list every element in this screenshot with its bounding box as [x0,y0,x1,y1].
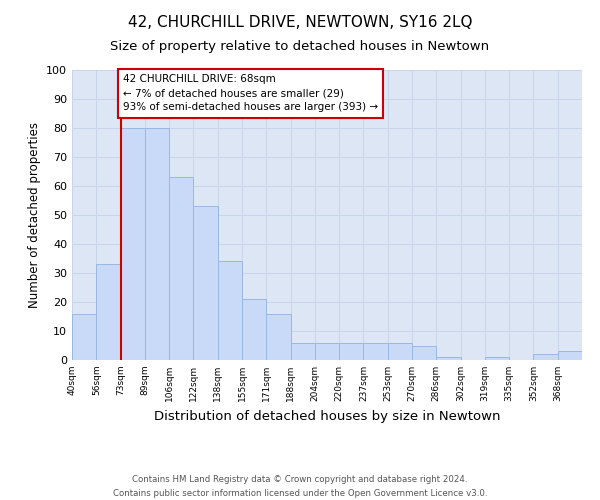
Bar [485,357,509,360]
Text: Contains HM Land Registry data © Crown copyright and database right 2024.
Contai: Contains HM Land Registry data © Crown c… [113,476,487,498]
Bar [193,206,218,360]
Bar [96,264,121,360]
Bar [436,357,461,360]
Bar [412,346,436,360]
Text: Size of property relative to detached houses in Newtown: Size of property relative to detached ho… [110,40,490,53]
Text: 42, CHURCHILL DRIVE, NEWTOWN, SY16 2LQ: 42, CHURCHILL DRIVE, NEWTOWN, SY16 2LQ [128,15,472,30]
Bar [364,342,388,360]
Bar [218,262,242,360]
Bar [315,342,339,360]
Bar [145,128,169,360]
X-axis label: Distribution of detached houses by size in Newtown: Distribution of detached houses by size … [154,410,500,422]
Bar [533,354,558,360]
Bar [169,178,193,360]
Y-axis label: Number of detached properties: Number of detached properties [28,122,41,308]
Bar [266,314,290,360]
Bar [121,128,145,360]
Bar [242,299,266,360]
Bar [388,342,412,360]
Bar [290,342,315,360]
Text: 42 CHURCHILL DRIVE: 68sqm
← 7% of detached houses are smaller (29)
93% of semi-d: 42 CHURCHILL DRIVE: 68sqm ← 7% of detach… [123,74,378,112]
Bar [558,352,582,360]
Bar [339,342,364,360]
Bar [72,314,96,360]
